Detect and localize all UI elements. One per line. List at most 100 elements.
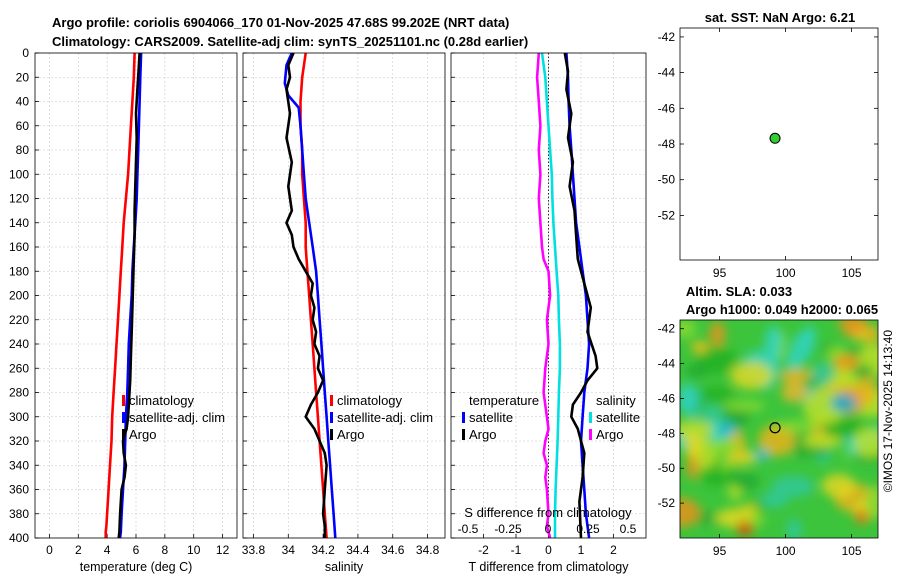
depth-tick-label: 340 xyxy=(9,458,29,472)
legend-header-salinity: salinity xyxy=(596,393,636,408)
longitude-tick-label: 105 xyxy=(842,266,862,280)
heatmap-cell xyxy=(833,353,860,371)
legend-label: satellite xyxy=(596,410,640,425)
legend-swatch xyxy=(330,395,333,406)
heatmap-cell xyxy=(698,385,736,403)
heatmap-cell xyxy=(764,326,783,358)
sla-map-title-line2: Argo h1000: 0.049 h2000: 0.065 xyxy=(686,302,878,317)
heatmap-cell xyxy=(730,361,773,390)
x-axis-label: salinity xyxy=(325,560,364,574)
legend-swatch xyxy=(122,412,125,423)
top-x-tick-label: 0.5 xyxy=(620,522,637,536)
depth-tick-label: 220 xyxy=(9,313,29,327)
legend-label: climatology xyxy=(129,393,195,408)
legend-label: Argo xyxy=(469,427,496,442)
legend-swatch xyxy=(589,429,592,440)
heatmap-cell xyxy=(708,438,741,457)
heatmap-cell xyxy=(685,364,709,379)
heatmap-cell xyxy=(755,449,769,461)
latitude-tick-label: -50 xyxy=(658,173,676,187)
sst-map-panel: -42 -44 -46 -48 -50 -52 95 100 105 xyxy=(658,27,879,280)
latitude-tick-label: -42 xyxy=(658,322,676,336)
depth-tick-label: 320 xyxy=(9,434,29,448)
longitude-tick-label: 95 xyxy=(713,266,727,280)
heatmap-cell xyxy=(831,394,857,412)
heatmap-cell xyxy=(864,485,878,518)
argo-location-marker xyxy=(769,422,781,434)
series-line-salinity-argo xyxy=(535,52,552,539)
heatmap-cell xyxy=(771,475,815,498)
legend-swatch xyxy=(462,412,465,423)
sla-map-panel: -42 -44 -46 -48 -50 -52 95 100 105 xyxy=(658,319,879,558)
heatmap-cell xyxy=(719,457,732,472)
x-tick-label: 10 xyxy=(187,543,201,557)
axes-frame xyxy=(679,27,879,261)
depth-tick-label: 380 xyxy=(9,507,29,521)
depth-tick-label: 260 xyxy=(9,361,29,375)
latitude-tick-label: -44 xyxy=(658,66,676,80)
heatmap-cell xyxy=(811,362,834,386)
depth-tick-label: 80 xyxy=(16,143,30,157)
series-line-argo xyxy=(117,52,141,539)
heatmap-cell xyxy=(680,383,695,414)
depth-tick-label: 360 xyxy=(9,483,29,497)
latitude-tick-label: -42 xyxy=(658,30,676,44)
heatmap-blobs xyxy=(680,320,878,538)
legend-label: Argo xyxy=(129,427,156,442)
x-tick-label: 0 xyxy=(545,543,552,557)
latitude-tick-label: -46 xyxy=(658,101,676,115)
heatmap-cell xyxy=(791,333,814,361)
top-x-tick-label: 0 xyxy=(545,522,552,536)
heatmap-cell xyxy=(758,424,797,456)
depth-tick-label: 120 xyxy=(9,192,29,206)
heatmap-cell xyxy=(821,473,856,498)
heatmap-cell xyxy=(801,433,842,449)
watermark-text: ©IMOS 17-Nov-2025 14:13:40 xyxy=(881,330,895,493)
axes-frame xyxy=(242,52,446,539)
legend-swatch xyxy=(330,412,333,423)
longitude-tick-label: 100 xyxy=(776,544,796,558)
depth-tick-label: 180 xyxy=(9,264,29,278)
legend-swatch xyxy=(122,429,125,440)
depth-tick-label: 240 xyxy=(9,337,29,351)
x-tick-label: 34.6 xyxy=(381,543,405,557)
x-tick-label: 2 xyxy=(610,543,617,557)
legend-swatch xyxy=(589,412,592,423)
longitude-tick-label: 100 xyxy=(776,266,796,280)
heatmap-cell xyxy=(736,522,754,536)
latitude-tick-label: -52 xyxy=(658,496,676,510)
heatmap-cell xyxy=(718,422,736,436)
legend-label: Argo xyxy=(337,427,364,442)
heatmap-cell xyxy=(691,341,709,353)
axes-frame xyxy=(679,319,879,539)
x-tick-label: 34.4 xyxy=(346,543,370,557)
figure-title-line2: Climatology: CARS2009. Satellite-adj cli… xyxy=(52,34,528,49)
heatmap-cell xyxy=(739,504,759,515)
series-line-temperature-argo xyxy=(563,52,599,539)
depth-tick-label: 200 xyxy=(9,289,29,303)
heatmap-cell xyxy=(759,491,789,508)
x-tick-label: 6 xyxy=(133,543,140,557)
heatmap-cell xyxy=(858,364,873,380)
latitude-tick-label: -44 xyxy=(658,357,676,371)
heatmap-cell xyxy=(855,510,869,524)
x-tick-label: 12 xyxy=(216,543,230,557)
latitude-tick-label: -46 xyxy=(658,391,676,405)
legend-label: satellite-adj. clim xyxy=(129,410,225,425)
argo-location-marker xyxy=(769,132,781,144)
depth-tick-label: 40 xyxy=(16,95,30,109)
legend-swatch xyxy=(462,429,465,440)
heatmap-cell xyxy=(722,400,766,412)
depth-tick-label: 20 xyxy=(16,70,30,84)
legend-label: climatology xyxy=(337,393,403,408)
longitude-tick-label: 105 xyxy=(842,544,862,558)
latitude-tick-label: -48 xyxy=(658,137,676,151)
legend-swatch xyxy=(122,395,125,406)
legend-label: Argo xyxy=(596,427,623,442)
figure-title-line1: Argo profile: coriolis 6904066_170 01-No… xyxy=(52,15,509,30)
latitude-tick-label: -48 xyxy=(658,426,676,440)
x-tick-label: 34 xyxy=(282,543,296,557)
heatmap-cell xyxy=(709,321,726,347)
sst-map-title: sat. SST: NaN Argo: 6.21 xyxy=(705,10,856,25)
depth-tick-label: 60 xyxy=(16,119,30,133)
